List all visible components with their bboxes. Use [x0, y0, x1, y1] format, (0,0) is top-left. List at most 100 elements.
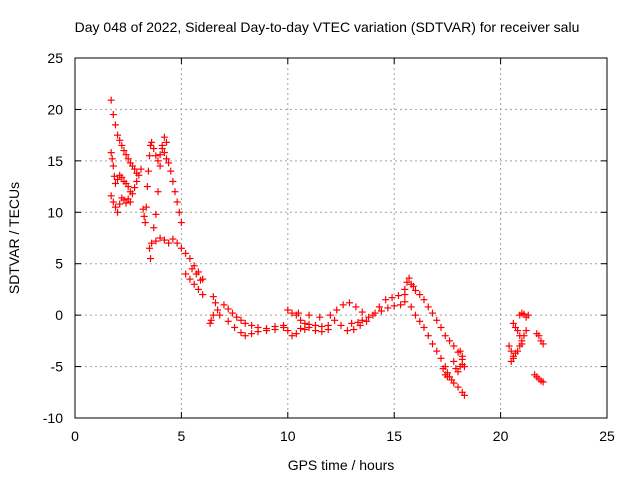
x-axis-label: GPS time / hours: [288, 457, 395, 473]
data-point: [131, 165, 139, 173]
data-point: [214, 306, 222, 314]
data-point: [456, 347, 464, 355]
data-point: [375, 303, 383, 311]
data-point: [390, 302, 398, 310]
plot-frame: [74, 57, 608, 419]
data-point: [539, 340, 547, 348]
data-point: [420, 323, 428, 331]
data-point: [186, 275, 194, 283]
data-point: [148, 138, 156, 146]
data-point: [109, 111, 117, 119]
data-point: [186, 255, 194, 263]
data-point: [439, 365, 447, 373]
data-point: [133, 177, 141, 185]
data-point: [111, 179, 119, 187]
data-point: [339, 301, 347, 309]
data-point: [143, 183, 151, 191]
data-point: [401, 298, 409, 306]
data-point: [148, 239, 156, 247]
data-point: [297, 316, 305, 324]
data-point: [343, 327, 351, 335]
data-point: [173, 198, 181, 206]
data-point: [154, 188, 162, 196]
data-point: [144, 167, 152, 175]
data-point: [301, 319, 309, 327]
data-point: [280, 323, 288, 331]
data-point: [207, 316, 215, 324]
data-point: [120, 147, 128, 155]
data-point: [288, 332, 296, 340]
data-point: [182, 270, 190, 278]
data-point: [224, 305, 232, 313]
data-point: [197, 276, 205, 284]
data-point: [156, 162, 164, 170]
data-point: [505, 342, 513, 350]
data-point: [116, 136, 124, 144]
data-point: [231, 323, 239, 331]
data-point: [305, 311, 313, 319]
data-point: [141, 219, 149, 227]
data-point: [110, 172, 118, 180]
data-point: [122, 199, 130, 207]
data-point: [348, 319, 356, 327]
data-point: [460, 391, 468, 399]
data-point: [284, 306, 292, 314]
data-point: [158, 145, 166, 153]
data-point: [160, 236, 168, 244]
y-tick-label: 20: [47, 101, 63, 117]
data-point: [169, 177, 177, 185]
data-point: [254, 328, 262, 336]
data-point: [114, 208, 122, 216]
data-point: [411, 311, 419, 319]
data-point: [416, 291, 424, 299]
data-point: [135, 171, 143, 179]
data-point: [107, 149, 115, 157]
data-point: [248, 321, 256, 329]
data-point: [137, 165, 145, 173]
data-point: [140, 212, 148, 220]
data-point: [333, 306, 341, 314]
chart-title: Day 048 of 2022, Sidereal Day-to-day VTE…: [75, 19, 580, 35]
y-tick-label: 15: [47, 153, 63, 169]
x-tick-label: 25: [599, 428, 615, 444]
y-tick-label: -5: [51, 359, 64, 375]
data-point: [507, 347, 515, 355]
data-point: [131, 184, 139, 192]
data-point: [194, 285, 202, 293]
data-point: [411, 286, 419, 294]
data-point: [509, 319, 517, 327]
data-point: [118, 141, 126, 149]
data-point: [326, 311, 334, 319]
y-axis-label: SDTVAR / TECUs: [6, 182, 22, 294]
data-point: [294, 309, 302, 317]
data-point: [233, 313, 241, 321]
data-point: [509, 354, 517, 362]
data-point: [169, 235, 177, 243]
data-point: [371, 309, 379, 317]
data-point: [128, 190, 136, 198]
data-point: [237, 316, 245, 324]
data-point: [522, 327, 530, 335]
data-point: [401, 285, 409, 293]
data-point: [365, 313, 373, 321]
data-point: [111, 203, 119, 211]
data-point: [311, 327, 319, 335]
data-point: [228, 309, 236, 317]
data-point: [211, 299, 219, 307]
data-point: [107, 192, 115, 200]
data-point: [147, 141, 155, 149]
data-point: [450, 342, 458, 350]
x-tick-label: 0: [71, 428, 79, 444]
data-point: [124, 155, 132, 163]
data-point: [122, 151, 130, 159]
data-point: [147, 255, 155, 263]
data-point: [443, 373, 451, 381]
data-point: [190, 280, 198, 288]
data-point: [199, 291, 207, 299]
y-tick-label: 0: [55, 307, 63, 323]
data-point: [454, 368, 462, 376]
y-tick-label: 10: [47, 204, 63, 220]
data-point: [109, 198, 117, 206]
